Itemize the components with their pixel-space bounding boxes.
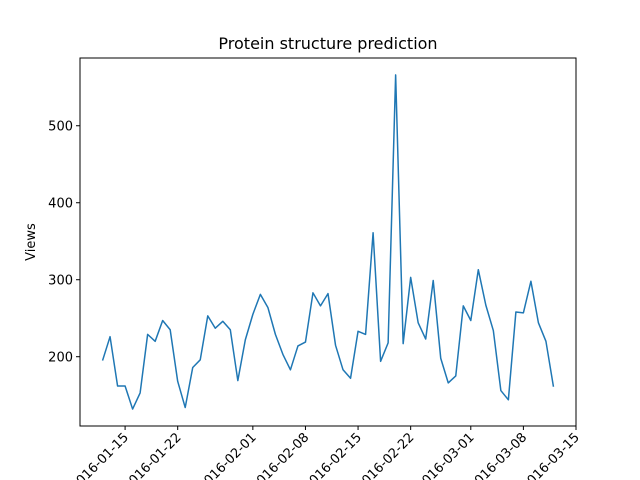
y-tick-label: 200 bbox=[48, 351, 73, 366]
plot-frame bbox=[79, 57, 577, 427]
line bbox=[101, 74, 555, 410]
x-tick-label: 2016-02-01 bbox=[196, 430, 260, 480]
x-tick-label: 2016-03-15 bbox=[519, 430, 583, 480]
chart-title: Protein structure prediction bbox=[218, 34, 437, 53]
y-tick-label: 300 bbox=[48, 274, 73, 289]
x-tick-label: 2016-01-15 bbox=[68, 430, 132, 480]
y-axis-label: Views bbox=[24, 223, 39, 261]
x-tick-label: 2016-02-22 bbox=[353, 430, 417, 480]
x-tick-label: 2016-03-08 bbox=[466, 430, 530, 480]
y-tick-label: 500 bbox=[48, 120, 73, 135]
y-tick-label: 400 bbox=[48, 197, 73, 212]
x-tick-label: 2016-02-08 bbox=[248, 430, 312, 480]
x-tick-label: 2016-03-01 bbox=[414, 430, 478, 480]
x-tick-label: 2016-01-22 bbox=[120, 430, 184, 480]
x-tick-label: 2016-02-15 bbox=[301, 430, 365, 480]
